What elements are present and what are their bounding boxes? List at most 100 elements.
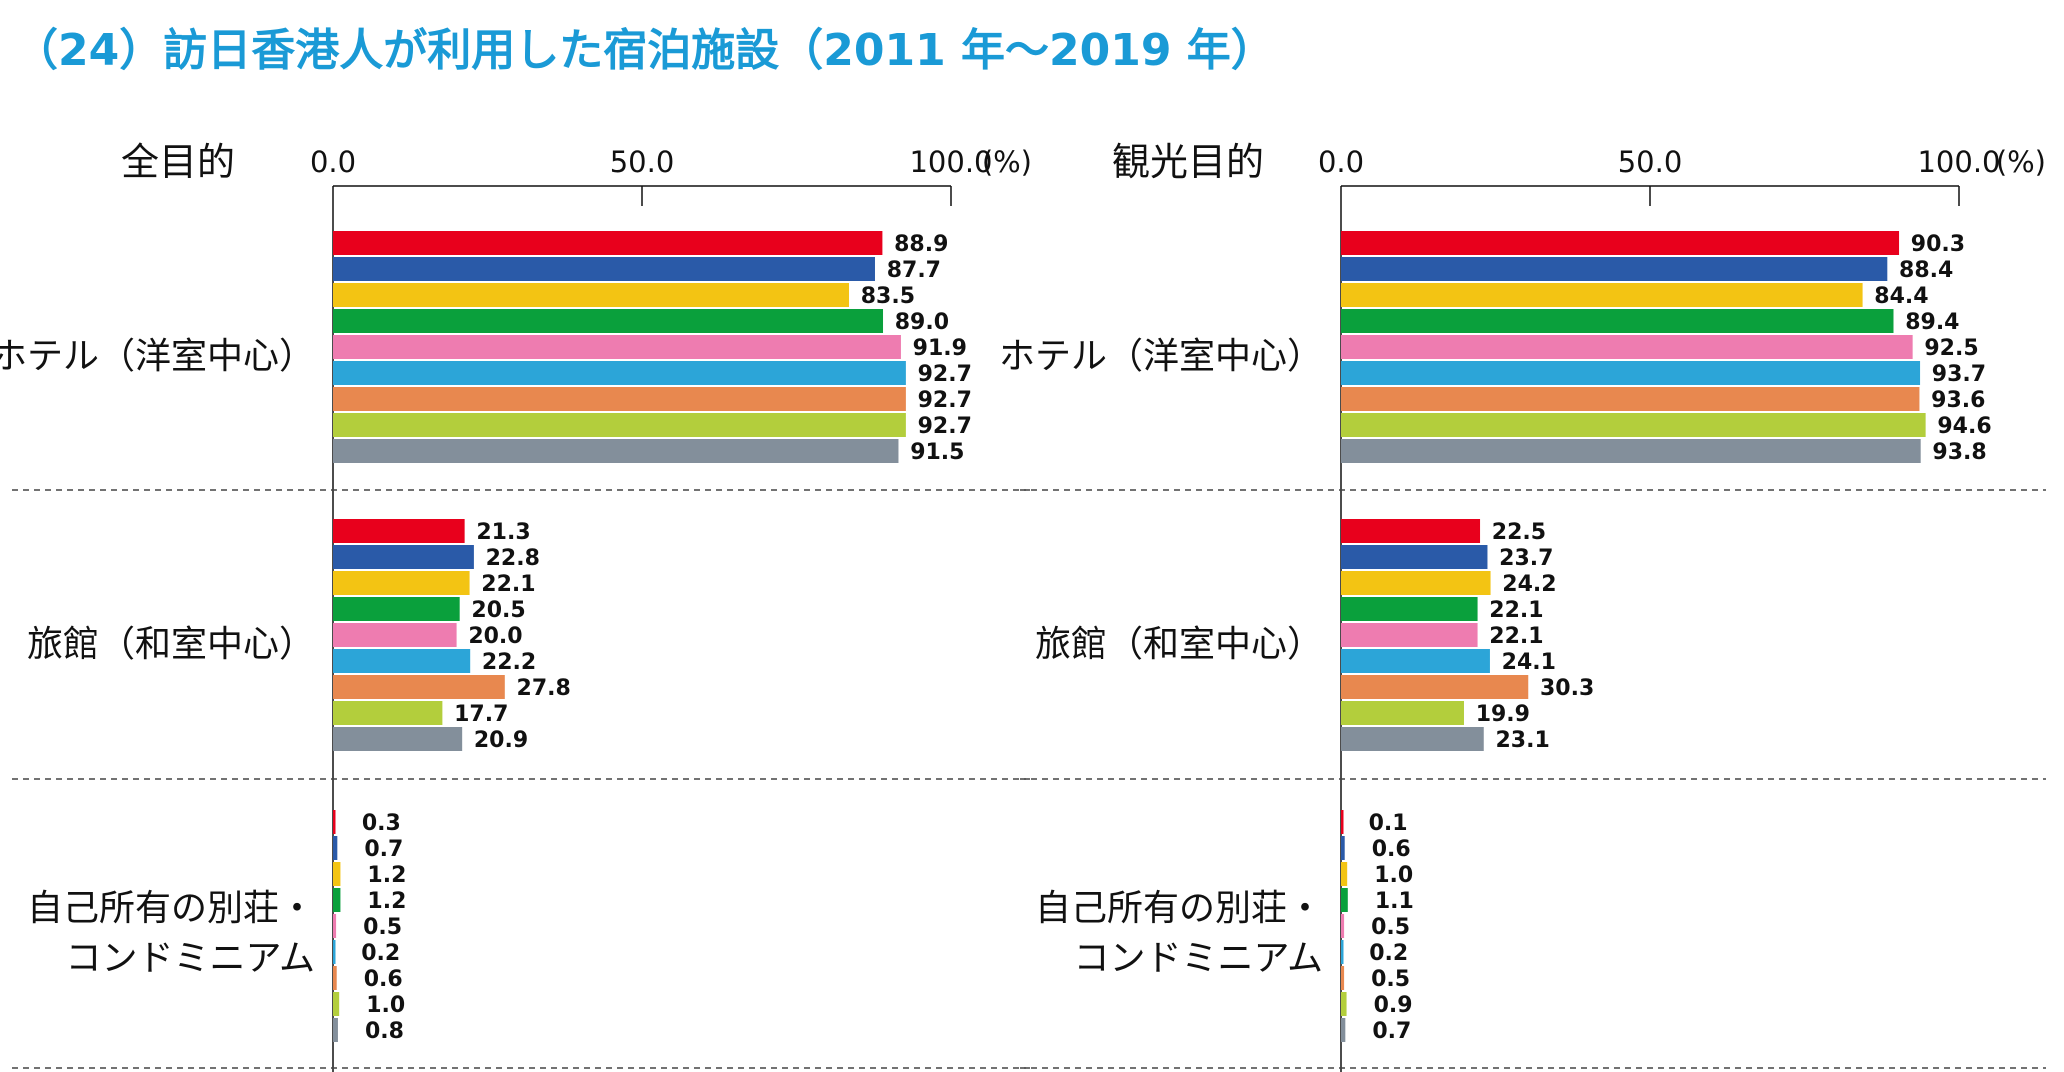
x-tick-label: 0.0 — [1318, 145, 1364, 179]
bar — [333, 231, 883, 255]
data-label: 91.9 — [913, 336, 967, 361]
bar — [1341, 914, 1345, 938]
category-label-line: コンドミニアム — [66, 938, 315, 979]
bar — [333, 1018, 338, 1042]
data-label: 0.8 — [365, 1019, 404, 1044]
data-label: 23.1 — [1495, 728, 1549, 753]
bar — [1341, 966, 1345, 990]
data-label: 24.2 — [1502, 572, 1556, 597]
data-label: 20.0 — [468, 624, 522, 649]
bar — [1341, 231, 1900, 255]
data-label: 0.1 — [1369, 811, 1408, 836]
bar — [333, 727, 463, 751]
unit-label: (%) — [982, 145, 1032, 179]
category-label-line: 旅館（和室中心） — [1035, 624, 1323, 665]
data-label: 93.8 — [1932, 440, 1986, 465]
data-label: 22.2 — [482, 650, 536, 675]
data-label: 89.4 — [1905, 310, 1959, 335]
bar — [1341, 727, 1484, 751]
bar — [333, 309, 884, 333]
data-label: 0.3 — [362, 811, 401, 836]
data-label: 0.6 — [1372, 837, 1411, 862]
category-label-line: 自己所有の別荘・ — [27, 888, 315, 929]
bar — [333, 888, 341, 912]
data-label: 1.2 — [367, 863, 406, 888]
bar — [1341, 862, 1348, 886]
x-tick-label: 0.0 — [310, 145, 356, 179]
data-label: 84.4 — [1874, 284, 1928, 309]
data-label: 23.7 — [1499, 546, 1553, 571]
bar — [1341, 1018, 1346, 1042]
x-tick-label: 50.0 — [610, 145, 675, 179]
bar — [333, 361, 906, 385]
bar — [333, 335, 901, 359]
category-label-line: ホテル（洋室中心） — [0, 336, 315, 377]
x-tick-label: 50.0 — [1618, 145, 1683, 179]
bar — [1341, 649, 1490, 673]
bar — [1341, 413, 1926, 437]
data-label: 22.8 — [486, 546, 540, 571]
bar — [333, 413, 906, 437]
data-label: 22.1 — [1489, 624, 1543, 649]
data-label: 93.6 — [1931, 388, 1985, 413]
bar — [1341, 810, 1344, 834]
bar — [333, 257, 875, 281]
data-label: 0.2 — [1369, 941, 1408, 966]
category-label: 自己所有の別荘・コンドミニアム — [27, 888, 315, 979]
bar — [333, 914, 337, 938]
bar — [333, 283, 850, 307]
data-label: 0.7 — [1372, 1019, 1411, 1044]
x-tick-label: 100.0 — [909, 145, 992, 179]
bar — [333, 519, 465, 543]
bar — [1341, 701, 1464, 725]
bar — [333, 571, 470, 595]
bar — [333, 623, 457, 647]
data-label: 1.2 — [367, 889, 406, 914]
data-label: 0.2 — [361, 941, 400, 966]
data-label: 20.9 — [474, 728, 528, 753]
data-label: 83.5 — [861, 284, 915, 309]
bar — [1341, 992, 1347, 1016]
bar — [1341, 545, 1488, 569]
data-label: 0.5 — [363, 915, 402, 940]
bar — [1341, 623, 1478, 647]
bar — [1341, 335, 1913, 359]
data-label: 1.1 — [1375, 889, 1414, 914]
data-label: 94.6 — [1937, 414, 1991, 439]
data-label: 92.7 — [918, 414, 972, 439]
data-label: 30.3 — [1540, 676, 1594, 701]
data-label: 1.0 — [366, 993, 405, 1018]
data-label: 93.7 — [1932, 362, 1986, 387]
panel-title: 全目的 — [121, 140, 235, 184]
data-label: 92.7 — [918, 362, 972, 387]
data-label: 22.1 — [1489, 598, 1543, 623]
data-label: 22.1 — [481, 572, 535, 597]
category-label: 自己所有の別荘・コンドミニアム — [1035, 888, 1323, 979]
unit-label: (%) — [1996, 145, 2046, 179]
bar — [1341, 940, 1344, 964]
category-label: ホテル（洋室中心） — [999, 336, 1323, 377]
data-label: 92.5 — [1924, 336, 1978, 361]
data-label: 88.9 — [894, 232, 948, 257]
bar — [1341, 361, 1921, 385]
data-label: 88.4 — [1899, 258, 1953, 283]
category-label-line: ホテル（洋室中心） — [999, 336, 1323, 377]
data-label: 19.9 — [1476, 702, 1530, 727]
data-label: 92.7 — [918, 388, 972, 413]
data-label: 0.5 — [1371, 915, 1410, 940]
bar — [333, 597, 460, 621]
data-label: 90.3 — [1911, 232, 1965, 257]
bar — [333, 649, 471, 673]
data-label: 1.0 — [1374, 863, 1413, 888]
category-label: 旅館（和室中心） — [27, 624, 315, 665]
bar — [1341, 888, 1348, 912]
bar — [1341, 283, 1863, 307]
data-label: 22.5 — [1492, 520, 1546, 545]
bar — [333, 992, 340, 1016]
bar — [1341, 309, 1894, 333]
bar — [1341, 439, 1921, 463]
data-label: 27.8 — [517, 676, 571, 701]
bar — [333, 439, 899, 463]
data-label: 0.6 — [364, 967, 403, 992]
